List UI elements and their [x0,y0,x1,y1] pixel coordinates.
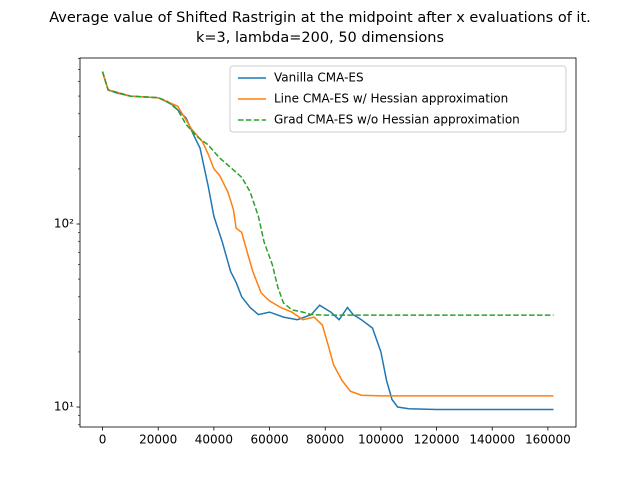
x-tick-label: 140000 [469,433,515,447]
legend-label: Line CMA-ES w/ Hessian approximation [274,92,508,106]
x-tick-label: 80000 [306,433,344,447]
x-tick-label: 0 [99,433,107,447]
chart-title: Average value of Shifted Rastrigin at th… [49,10,591,26]
x-tick-label: 120000 [414,433,460,447]
legend: Vanilla CMA-ES Line CMA-ES w/ Hessian app… [229,65,567,133]
x-tick-label: 100000 [358,433,404,447]
y-tick-label: 10² [54,216,74,230]
x-tick-label: 20000 [139,433,177,447]
legend-label: Vanilla CMA-ES [274,71,364,85]
plot-frame [79,57,577,428]
series-line [101,71,554,397]
x-tick-label: 60000 [250,433,288,447]
series-line [101,71,554,316]
y-tick-label: 10¹ [54,400,74,414]
legend-box [229,65,567,133]
x-tick-label: 40000 [195,433,233,447]
legend-label: Grad CMA-ES w/o Hessian approximation [274,113,520,127]
x-tick-label: 160000 [525,433,571,447]
chart-subtitle: k=3, lambda=200, 50 dimensions [196,30,444,46]
